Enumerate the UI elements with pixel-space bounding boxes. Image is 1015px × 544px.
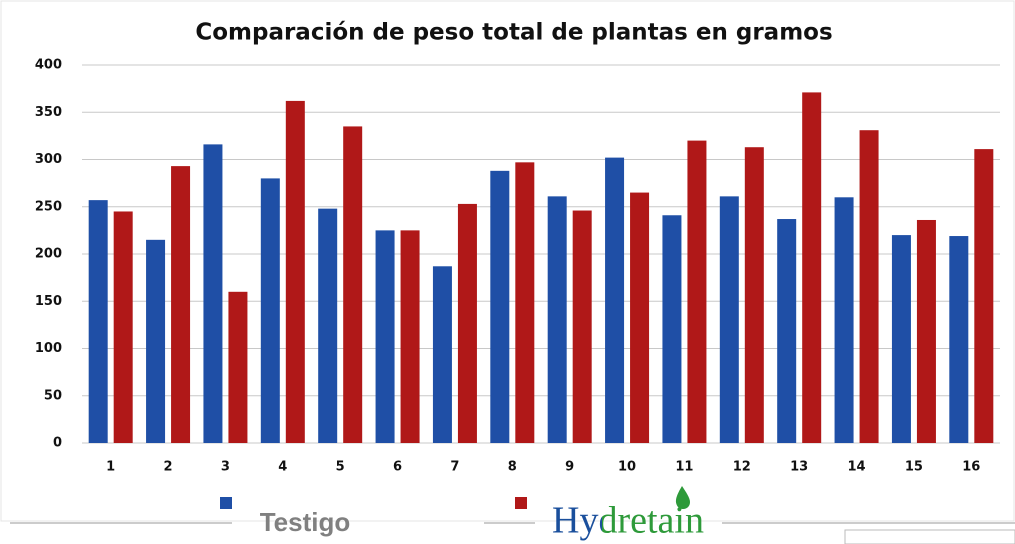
corner-box [844,529,1015,544]
y-tick-label: 150 [35,294,62,309]
bar [318,208,338,443]
bar [916,219,936,443]
bar [605,157,625,444]
x-tick-label: 2 [164,460,173,475]
bar [490,170,510,443]
y-tick-label: 50 [44,388,62,403]
y-tick-label: 400 [35,58,62,73]
x-tick-label: 10 [618,460,636,475]
x-tick-label: 7 [450,460,459,475]
legend-label: Testigo [260,507,351,537]
chart-title: Comparación de peso total de plantas en … [195,20,832,46]
bar [859,130,879,443]
bar [802,92,822,443]
x-tick-label: 11 [675,460,693,475]
bar [891,235,911,443]
bar [834,197,854,443]
x-tick-label: 4 [278,460,287,475]
y-tick-label: 350 [35,105,62,120]
bar [88,200,108,443]
bar [146,239,166,443]
x-tick-label: 12 [733,460,751,475]
bar [375,230,395,443]
bar [687,140,707,443]
x-tick-label: 13 [790,460,808,475]
y-tick-label: 100 [35,341,62,356]
bar [744,147,764,443]
y-tick-label: 200 [35,247,62,262]
x-tick-label: 8 [508,460,517,475]
x-tick-label: 3 [221,460,230,475]
bar [432,266,452,443]
y-tick-label: 250 [35,199,62,214]
bar [572,210,592,443]
bar [171,166,191,444]
bar [113,211,133,443]
y-tick-label: 0 [53,436,62,451]
chart-frame [0,0,1015,522]
x-tick-label: 6 [393,460,402,475]
legend-label: Hydretain [552,500,704,542]
bar [203,144,223,443]
x-tick-label: 5 [336,460,345,475]
x-tick-label: 14 [848,460,866,475]
bar [547,196,567,443]
bar [949,236,969,443]
x-tick-label: 16 [962,460,980,475]
x-tick-label: 15 [905,460,923,475]
bar [285,100,305,443]
legend-swatch [515,497,527,509]
x-tick-label: 1 [106,460,115,475]
legend-swatch [220,497,232,509]
bar [630,192,650,443]
bar [662,215,682,443]
x-tick-label: 9 [565,460,574,475]
bar [974,149,994,444]
bar [400,230,420,443]
bar [260,178,280,443]
bar [457,203,477,443]
bar [343,126,363,444]
logo-drop [675,486,690,510]
y-tick-label: 300 [35,152,62,167]
bar [515,162,535,443]
bar [719,196,739,443]
bar [228,291,248,443]
bar [777,219,797,443]
